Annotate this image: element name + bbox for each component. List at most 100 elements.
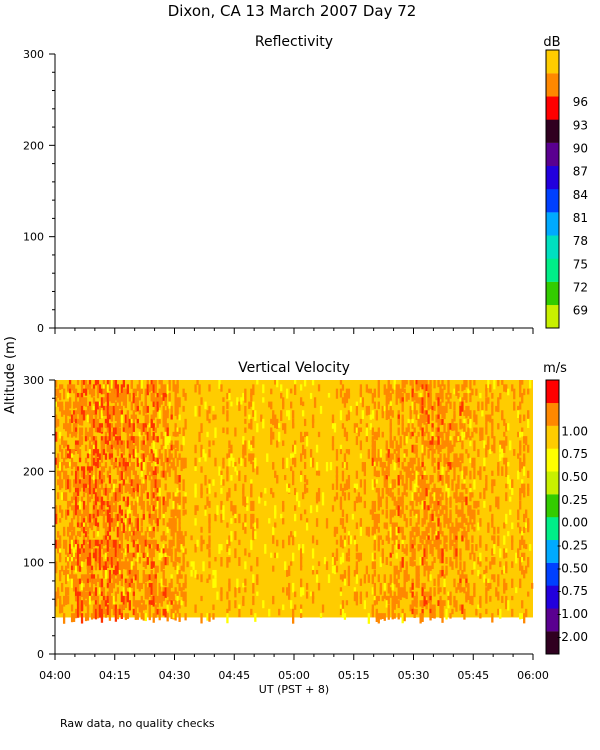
heatmap-cell (377, 449, 380, 458)
heatmap-cell (80, 397, 84, 407)
heatmap-cell (178, 531, 181, 540)
heatmap-cell (517, 431, 520, 438)
heatmap-cell (130, 535, 133, 543)
heatmap-cell (90, 457, 94, 468)
heatmap-cell (489, 595, 492, 602)
heatmap-cell (383, 462, 386, 468)
heatmap-cell (144, 574, 147, 583)
heatmap-cell (493, 535, 496, 545)
heatmap-cell (124, 561, 127, 570)
heatmap-cell (58, 518, 62, 523)
heatmap-cell (144, 483, 147, 491)
heatmap-cell (100, 440, 104, 450)
heatmap-cell (112, 392, 116, 400)
heatmap-cell (297, 500, 301, 508)
heatmap-cell (421, 436, 424, 442)
heatmap-cell (86, 526, 90, 535)
heatmap-cell (487, 578, 490, 587)
heatmap-cell (76, 405, 80, 415)
heatmap-cell (106, 487, 110, 495)
heatmap-cell (174, 505, 177, 516)
heatmap-cell (453, 544, 456, 555)
vertical-velocity-colorbar-unit: m/s (543, 361, 567, 376)
heatmap-cell (407, 423, 410, 430)
heatmap-cell (479, 518, 482, 527)
heatmap-cell (134, 518, 137, 529)
heatmap-cell (174, 474, 177, 484)
heatmap-cell (423, 492, 426, 501)
heatmap-cell (98, 509, 102, 516)
heatmap-cell (455, 544, 458, 551)
heatmap-cell (301, 410, 305, 417)
heatmap-cell (120, 574, 124, 581)
heatmap-cell (349, 535, 353, 545)
heatmap-cell (457, 569, 460, 575)
heatmap-cell (174, 492, 177, 499)
heatmap-cell (208, 548, 211, 557)
heatmap-cell (429, 518, 432, 528)
heatmap-cell (108, 384, 112, 391)
heatmap-cell (294, 513, 297, 522)
vertical-velocity-colorbar: -2.00-1.00-0.75-0.50-0.250.000.250.500.7… (545, 379, 588, 655)
heatmap-cell (190, 535, 193, 541)
heatmap-cell (471, 388, 474, 396)
heatmap-cell (140, 608, 143, 620)
heatmap-cell (377, 470, 380, 478)
heatmap-cell (164, 578, 167, 587)
heatmap-cell (118, 418, 122, 428)
heatmap-cell (417, 397, 420, 404)
heatmap-cell (373, 595, 376, 605)
heatmap-cell (174, 427, 177, 437)
heatmap-cell (174, 587, 177, 594)
heatmap-cell (176, 405, 179, 415)
heatmap-cell (387, 531, 390, 540)
heatmap-cell (303, 418, 307, 427)
heatmap-cell (55, 595, 58, 607)
heatmap-cell (124, 388, 127, 395)
heatmap-cell (230, 474, 233, 481)
heatmap-cell (417, 496, 420, 502)
x-tick-label: 05:30 (398, 669, 430, 682)
heatmap-cell (439, 539, 442, 545)
heatmap-cell (204, 453, 207, 462)
heatmap-cell (387, 470, 390, 477)
heatmap-cell (355, 401, 359, 410)
heatmap-cell (409, 431, 412, 439)
heatmap-cell (413, 509, 416, 516)
heatmap-cell (425, 410, 428, 418)
heatmap-cell (455, 423, 458, 431)
heatmap-cell (134, 483, 137, 491)
heatmap-cell (272, 595, 275, 605)
heatmap-cell (102, 505, 106, 511)
heatmap-cell (220, 544, 223, 551)
heatmap-cell (96, 608, 100, 619)
heatmap-cell (80, 557, 84, 562)
heatmap-cell (463, 418, 466, 427)
heatmap-cell (134, 548, 137, 559)
heatmap-cell (74, 582, 78, 588)
heatmap-cell (108, 414, 112, 420)
heatmap-cell (513, 388, 516, 400)
heatmap-cell (479, 427, 482, 436)
heatmap-cell (405, 470, 408, 482)
heatmap-cell (176, 544, 179, 552)
heatmap-cell (106, 582, 110, 588)
heatmap-cell (441, 431, 444, 441)
heatmap-cell (407, 427, 410, 433)
heatmap-cell (228, 582, 231, 592)
heatmap-cell (411, 500, 414, 511)
heatmap-cell (70, 496, 74, 504)
heatmap-cell (132, 423, 135, 432)
heatmap-cell (98, 505, 102, 510)
heatmap-cell (349, 405, 353, 412)
heatmap-cell (94, 608, 98, 620)
colorbar-tick-label: 81 (573, 211, 588, 225)
heatmap-cell (142, 423, 145, 432)
heatmap-cell (371, 392, 374, 404)
heatmap-cell (204, 401, 207, 410)
heatmap-cell (525, 522, 528, 529)
heatmap-cell (160, 380, 163, 386)
heatmap-cell (331, 423, 335, 429)
heatmap-cell (100, 483, 104, 490)
heatmap-cell (120, 591, 124, 603)
